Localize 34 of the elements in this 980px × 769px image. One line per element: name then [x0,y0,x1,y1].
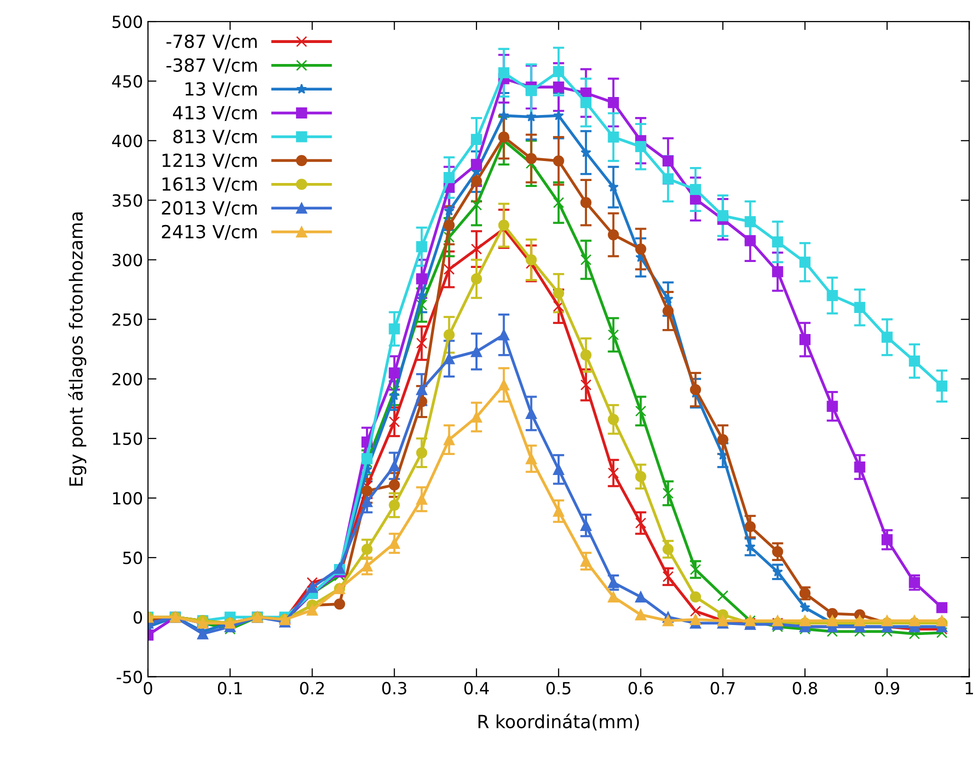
y-tick-label: 250 [112,313,142,326]
x-tick-label: 0.6 [628,682,653,694]
y-tick-label: 100 [113,492,142,505]
y-tick-label: 450 [112,75,142,88]
y-tick-label: 150 [113,432,142,446]
x-tick-label: 0 [144,682,152,694]
x-tick-label: 0.8 [792,682,818,694]
legend-label: -387 V/cm [166,58,257,74]
legend-label: 13 V/cm [186,82,257,98]
legend-label: 1213 V/cm [162,153,257,169]
legend-label: 813 V/cm [173,130,257,145]
x-tick-label: 0.5 [546,682,570,694]
legend-label: 2013 V/cm [162,201,257,216]
y-tick-label: 350 [112,194,142,207]
y-tick-label: 300 [112,254,142,266]
y-tick-label: 200 [112,372,142,386]
x-tick-label: 0.2 [300,682,324,694]
x-tick-label: 0.4 [464,682,489,694]
x-tick-label: 0.9 [874,682,900,694]
y-tick-label: 400 [112,134,142,148]
x-tick-label: 1 [966,682,973,694]
legend-label: 413 V/cm [172,106,257,121]
y-tick-label: 0 [134,611,142,624]
x-axis-title: R koordináta(mm) [478,714,639,730]
y-tick-label: 500 [112,15,142,28]
y-tick-label: -50 [116,670,142,684]
legend-label: 1613 V/cm [162,177,257,192]
x-tick-label: 0.1 [218,682,242,694]
x-tick-label: 0.3 [382,682,406,694]
legend-label: -787 V/cm [166,34,257,50]
x-tick-label: 0.7 [710,682,735,694]
y-axis-title: Egy pont átlagos fotonhozama [68,212,86,486]
y-tick-label: 50 [123,552,142,564]
legend-label: 2413 V/cm [162,224,257,240]
